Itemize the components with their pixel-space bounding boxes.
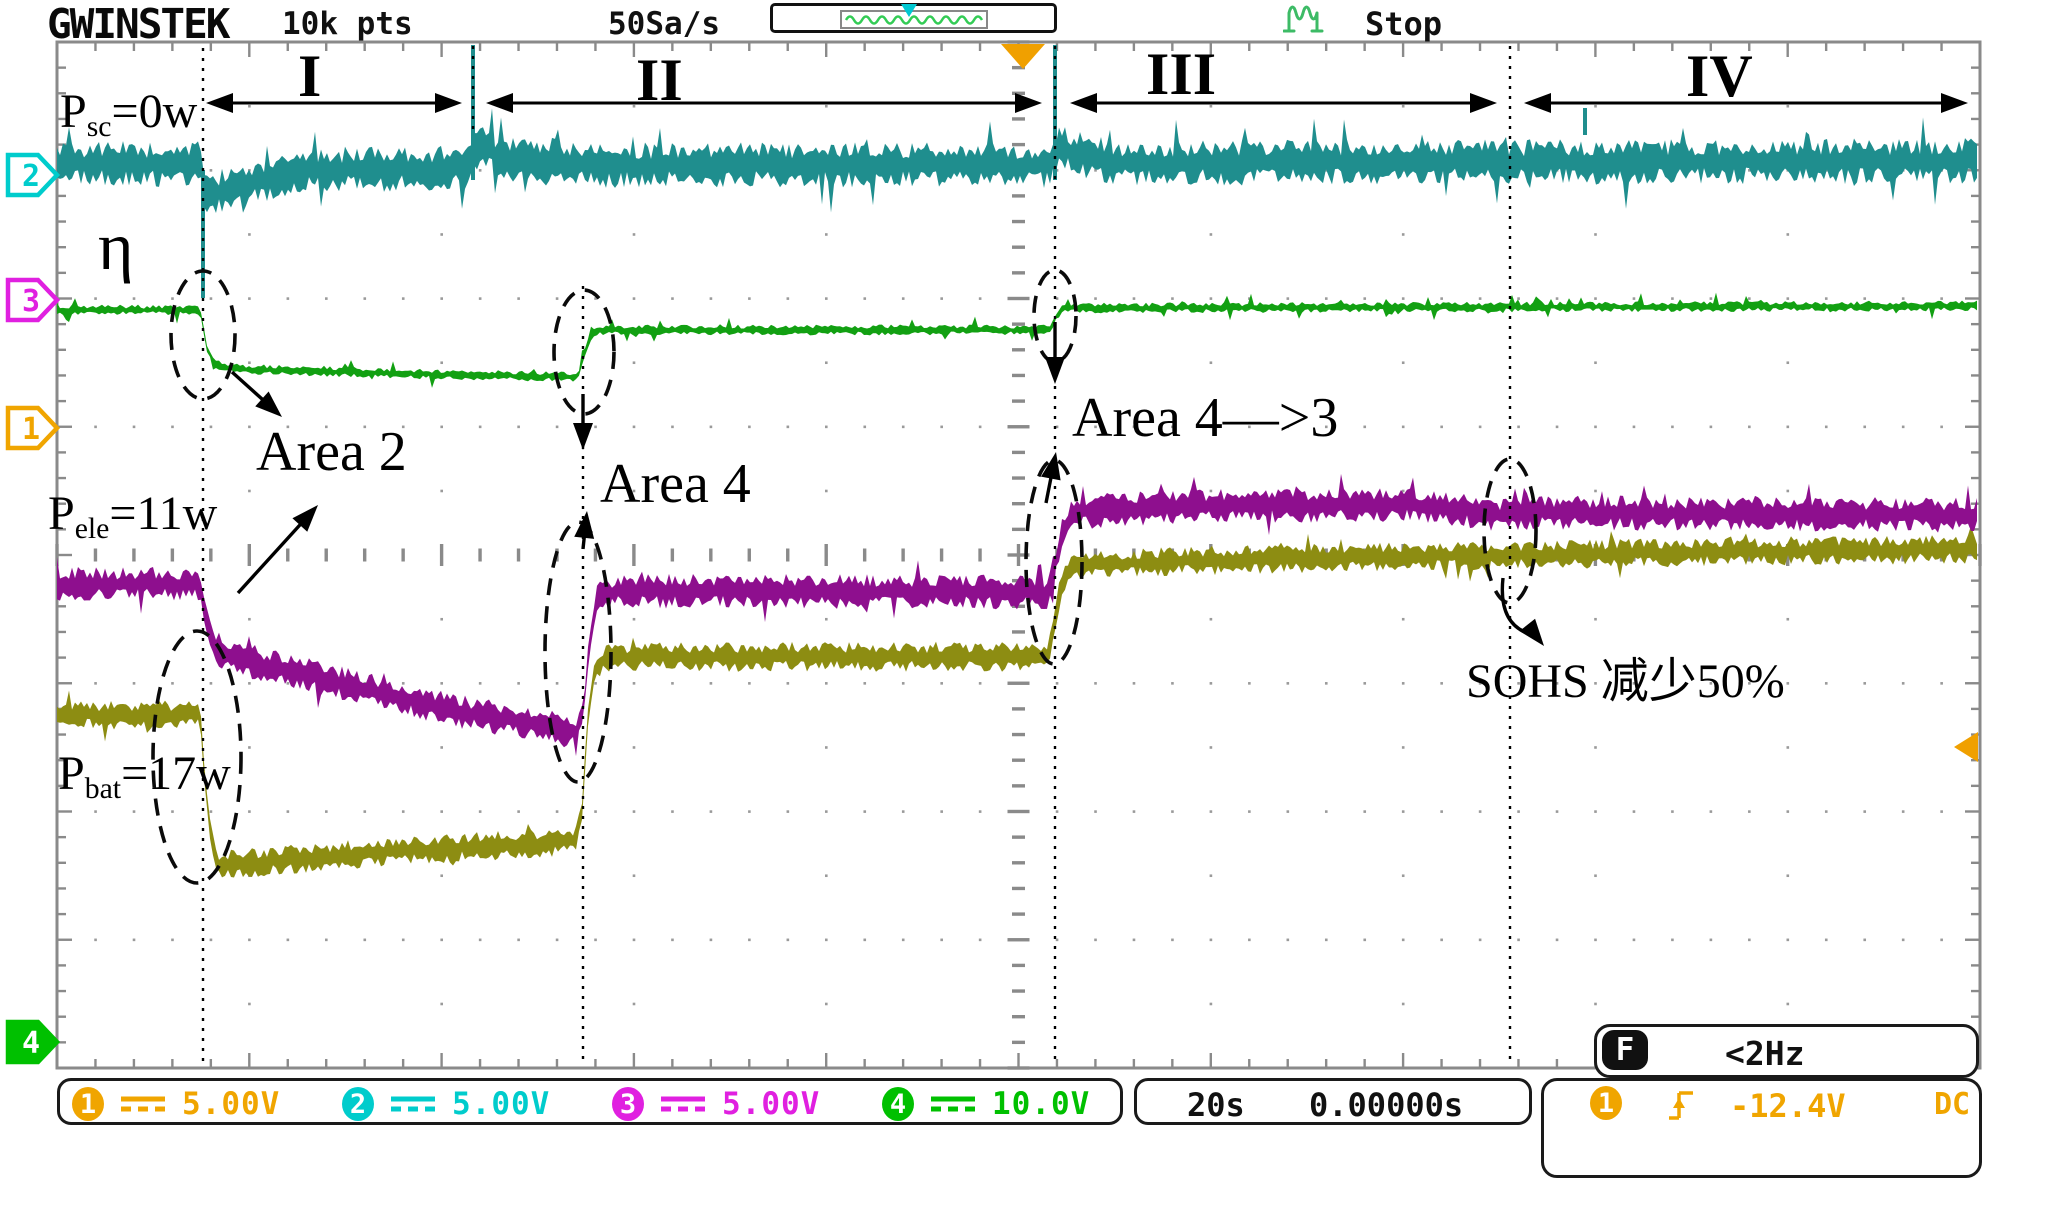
channel-1-badge: 1 xyxy=(72,1087,104,1121)
rising-edge-trigger-icon xyxy=(1669,1091,1693,1120)
highlight-ellipse xyxy=(543,520,613,784)
arrowhead xyxy=(1045,357,1065,384)
channel-1-status: 1 5.00V xyxy=(72,1086,280,1122)
arrowhead xyxy=(573,423,593,450)
arrowhead xyxy=(435,93,462,113)
channel-1-scale: 5.00V xyxy=(182,1086,281,1122)
arrowhead xyxy=(1470,93,1497,113)
trigger-status-box: 1 -12.4V DC xyxy=(1541,1078,1982,1178)
highlight-ellipse xyxy=(1482,457,1538,605)
horizontal-position: 0.00000s xyxy=(1309,1086,1464,1124)
arrowhead xyxy=(1519,618,1544,646)
channel-2-status: 2 5.00V xyxy=(342,1086,550,1122)
arrowhead xyxy=(1524,93,1551,113)
channel-3-scale: 5.00V xyxy=(722,1086,821,1122)
arrowhead xyxy=(1941,93,1968,113)
arrowhead xyxy=(1070,93,1097,113)
channel-2-badge: 2 xyxy=(342,1087,374,1121)
memory-trigger-marker-icon xyxy=(901,4,917,17)
highlight-ellipse xyxy=(1024,458,1084,666)
highlight-ellipse xyxy=(151,629,243,885)
trigger-frequency: <2Hz xyxy=(1725,1034,1805,1073)
dc-coupling-icon xyxy=(121,1096,165,1112)
sample-rate-readout: 50Sa/s xyxy=(608,6,720,42)
trace-pbat17w xyxy=(57,525,1977,878)
arrowhead xyxy=(574,511,595,539)
arrowhead xyxy=(486,93,513,113)
trigger-coupling: DC xyxy=(1934,1087,1971,1122)
frequency-badge: F xyxy=(1602,1030,1648,1070)
channel-4-badge: 4 xyxy=(882,1087,914,1121)
highlight-ellipse xyxy=(169,269,237,401)
trace-psc0w xyxy=(57,108,1977,214)
memory-waveform-icon xyxy=(844,15,984,25)
trigger-frequency-box: F <2Hz xyxy=(1594,1024,1979,1078)
channel-4-reference-label: 4 xyxy=(22,1026,40,1061)
brand-logo: GWINSTEK xyxy=(47,0,230,48)
arrowhead xyxy=(292,505,318,532)
channel-1-reference-label: 1 xyxy=(22,412,40,447)
highlight-ellipse xyxy=(1032,268,1078,364)
timebase-bar: 20s 0.00000s xyxy=(1134,1078,1532,1125)
channel-1-reference-marker xyxy=(5,405,61,451)
trace- xyxy=(57,292,1977,388)
channel-4-scale: 10.0V xyxy=(992,1086,1091,1122)
trigger-position-marker xyxy=(1001,44,1045,69)
trigger-level-marker xyxy=(1954,732,1978,762)
acquisition-run-icon xyxy=(1283,5,1324,33)
arrowhead xyxy=(1040,452,1061,481)
dc-coupling-icon xyxy=(661,1096,705,1112)
arrowhead xyxy=(1015,93,1042,113)
channel-2-reference-label: 2 xyxy=(22,159,40,194)
channel-3-badge: 3 xyxy=(612,1087,644,1121)
channel-2-scale: 5.00V xyxy=(452,1086,551,1122)
channel-2-reference-marker xyxy=(5,152,61,198)
timebase-scale: 20s xyxy=(1187,1086,1245,1124)
arrowhead xyxy=(206,93,233,113)
record-length-readout: 10k pts xyxy=(282,6,413,42)
annotation-arrow xyxy=(236,515,309,595)
memory-window xyxy=(840,10,988,29)
channel-3-reference-marker xyxy=(5,277,61,323)
channel-3-reference-label: 3 xyxy=(22,284,40,319)
acquisition-state-label: Stop xyxy=(1365,5,1443,43)
trigger-source-badge: 1 xyxy=(1590,1086,1622,1120)
arrowhead xyxy=(255,391,282,417)
channel-3-status: 3 5.00V xyxy=(612,1086,820,1122)
highlight-ellipse xyxy=(552,288,616,416)
channel-4-reference-marker xyxy=(5,1019,61,1065)
dc-coupling-icon xyxy=(931,1096,975,1112)
channel-4-status: 4 10.0V xyxy=(882,1086,1090,1122)
channel-settings-bar: 1 5.00V 2 5.00V 3 5.00V 4 10.0V xyxy=(57,1078,1123,1125)
memory-bar xyxy=(770,3,1057,33)
trigger-level: -12.4V xyxy=(1730,1087,1846,1125)
dc-coupling-icon xyxy=(391,1096,435,1112)
